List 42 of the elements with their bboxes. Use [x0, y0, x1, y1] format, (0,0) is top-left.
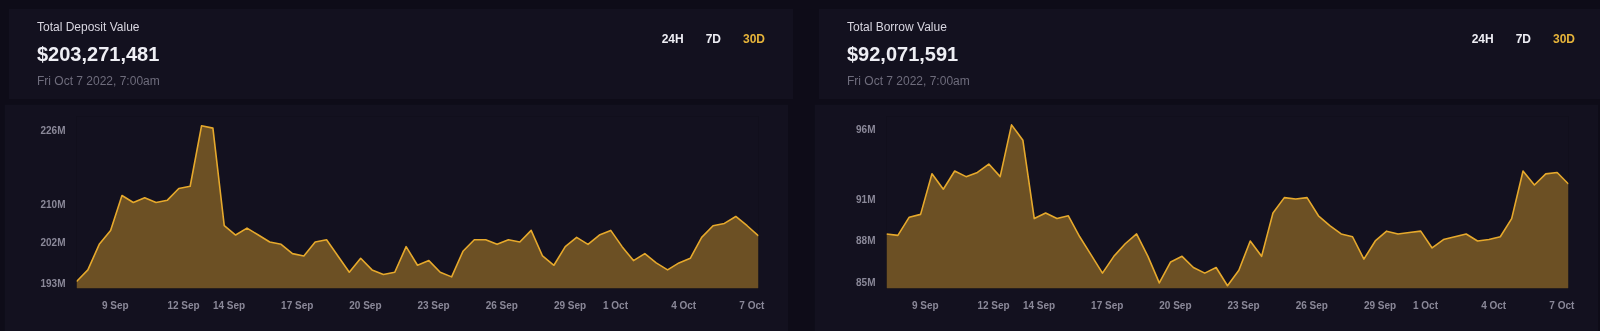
y-tick-label: 226M	[40, 124, 66, 136]
text: Fri Oct 7 2022, 7:00am	[37, 72, 160, 90]
chart-subtitle: $203,271,481	[37, 42, 160, 68]
y-tick-label: 88M	[856, 235, 876, 247]
y-tick-label: 202M	[40, 236, 66, 248]
x-tick-label: 14 Sep	[1022, 299, 1056, 311]
x-tick-label: 26 Sep	[485, 299, 518, 311]
x-tick-label: 4 Oct	[1481, 299, 1507, 311]
x-tick-label: 17 Sep	[1091, 299, 1124, 311]
text: 24H	[1471, 32, 1494, 46]
x-tick-label: 17 Sep	[281, 299, 314, 311]
text: Fri Oct 7 2022, 7:00am	[847, 72, 970, 90]
x-tick-label: 7 Oct	[1549, 299, 1576, 311]
y-tick-label: 85M	[856, 277, 876, 289]
x-tick-label: 29 Sep	[553, 299, 587, 311]
x-tick-label: 1 Oct	[602, 299, 629, 311]
x-tick-label: 4 Oct	[671, 299, 697, 311]
text: 24H	[661, 32, 684, 46]
x-tick-label: 23 Sep	[417, 299, 450, 311]
y-tick-label: 210M	[40, 199, 66, 211]
x-tick-label: 9 Sep	[102, 299, 129, 311]
x-tick-label: 14 Sep	[212, 299, 246, 311]
x-tick-label: 20 Sep	[349, 299, 382, 311]
text: 30D	[742, 32, 765, 46]
x-tick-label: 26 Sep	[1295, 299, 1328, 311]
text: 7D	[705, 32, 721, 46]
x-tick-label: 12 Sep	[977, 299, 1010, 311]
y-tick-label: 96M	[856, 123, 876, 135]
x-tick-label: 7 Oct	[739, 299, 766, 311]
chart-subtitle: $92,071,591	[847, 42, 960, 68]
x-tick-label: 9 Sep	[912, 299, 939, 311]
x-tick-label: 12 Sep	[167, 299, 200, 311]
x-tick-label: 20 Sep	[1159, 299, 1192, 311]
x-tick-label: 29 Sep	[1363, 299, 1397, 311]
text: 7D	[1515, 32, 1531, 46]
text: 30D	[1552, 32, 1575, 46]
x-tick-label: 1 Oct	[1412, 299, 1439, 311]
x-tick-label: 23 Sep	[1227, 299, 1260, 311]
chart-title: Total Deposit Value	[37, 19, 141, 36]
y-tick-label: 91M	[856, 193, 876, 205]
y-tick-label: 193M	[40, 278, 66, 290]
chart-title: Total Borrow Value	[847, 19, 948, 36]
